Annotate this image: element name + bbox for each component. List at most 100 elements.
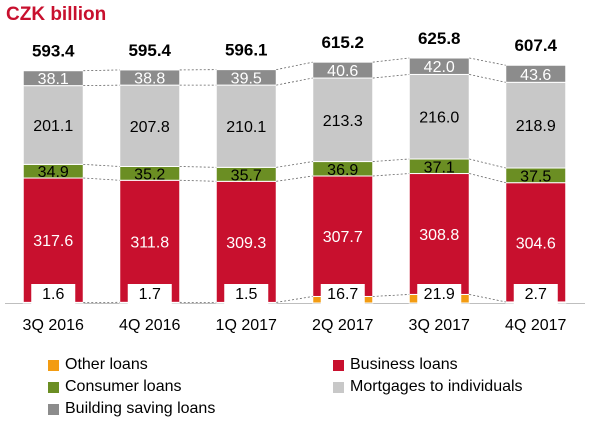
connector-line (276, 161, 313, 168)
connector-line (469, 294, 506, 303)
bar-segment (312, 61, 374, 79)
legend-label: Mortgages to individuals (350, 378, 523, 395)
legend-swatch (48, 359, 59, 371)
connector-line (469, 57, 506, 66)
bar-segment (408, 57, 470, 75)
connector-line (276, 61, 313, 71)
legend-label: Consumer loans (65, 378, 182, 395)
legend-item: Business loans (333, 356, 458, 374)
data-label: 39.5 (231, 70, 262, 87)
label-box (31, 284, 76, 304)
connector-line (469, 158, 506, 169)
label-box (320, 284, 365, 304)
data-label: 1.6 (42, 286, 64, 303)
bar-segment (505, 182, 567, 303)
legend-swatch (333, 359, 344, 371)
connector-line (83, 163, 120, 167)
data-label: 201.1 (33, 118, 73, 135)
data-label: 38.1 (38, 71, 69, 88)
category-tick-label: 4Q 2016 (119, 317, 180, 334)
bar-segment (312, 175, 374, 297)
bar-segment (215, 84, 277, 168)
data-label: 43.6 (520, 67, 551, 84)
data-label: 34.9 (38, 164, 69, 181)
data-label: 37.1 (424, 159, 455, 176)
category-tick-label: 1Q 2017 (216, 317, 277, 334)
connector-line (276, 175, 313, 182)
category-tick-label: 3Q 2017 (409, 317, 470, 334)
legend-swatch (48, 381, 59, 393)
legend-label: Building saving loans (65, 400, 216, 417)
connector-line (372, 294, 410, 297)
legend-label: Business loans (350, 356, 458, 373)
data-label: 35.2 (134, 166, 165, 183)
data-label: 42.0 (424, 59, 455, 76)
label-box (513, 284, 558, 304)
bar-segment (119, 84, 181, 167)
data-label: 35.7 (231, 167, 262, 184)
connector-line (276, 77, 313, 86)
category-tick-label: 2Q 2017 (312, 317, 373, 334)
unit-title: CZK billion (6, 4, 107, 25)
bar-segment (22, 177, 84, 303)
bar-segment (312, 77, 374, 163)
data-label: 1.7 (139, 286, 161, 303)
data-label: 37.5 (520, 168, 551, 185)
connector-line (179, 179, 217, 182)
category-tick-label: 4Q 2017 (505, 317, 566, 334)
total-label: 595.4 (128, 41, 171, 60)
total-label: 615.2 (321, 33, 364, 52)
legend-label: Other loans (65, 356, 148, 373)
bar-segment (22, 70, 84, 87)
category-tick-label: 3Q 2016 (23, 317, 84, 334)
connector-line (469, 74, 506, 83)
bar-segment (505, 81, 567, 169)
data-label: 2.7 (525, 286, 547, 303)
total-label: 625.8 (418, 29, 461, 48)
connector-line (372, 74, 410, 79)
data-label: 36.9 (327, 162, 358, 179)
data-label: 309.3 (226, 235, 266, 252)
label-box (417, 284, 462, 304)
label-box (127, 284, 172, 304)
total-label: 596.1 (225, 41, 268, 60)
chart-legend: Other loans Business loans Consumer loans M… (0, 350, 590, 428)
connector-line (83, 69, 120, 72)
bar-segment (408, 73, 470, 160)
connector-line (276, 296, 313, 303)
data-label: 38.8 (134, 71, 165, 88)
connector-line (83, 84, 120, 87)
bar-segment (408, 173, 470, 295)
connector-line (372, 57, 410, 63)
data-label: 317.6 (33, 233, 73, 250)
connector-line (372, 158, 410, 162)
data-label: 21.9 (424, 286, 455, 303)
data-label: 40.6 (327, 63, 358, 80)
bar-segment (22, 85, 84, 165)
data-label: 216.0 (419, 110, 459, 127)
total-label: 607.4 (514, 36, 557, 55)
data-label: 16.7 (327, 286, 358, 303)
legend-item: Building saving loans (48, 400, 215, 418)
data-label: 307.7 (323, 229, 363, 246)
legend-swatch (333, 381, 344, 393)
connector-line (83, 177, 120, 181)
legend-item: Consumer loans (48, 378, 182, 396)
data-label: 1.5 (235, 286, 257, 303)
data-label: 207.8 (130, 119, 170, 136)
bar-segment (215, 69, 277, 86)
data-label: 213.3 (323, 113, 363, 130)
bar-segment (505, 64, 567, 83)
total-label: 593.4 (32, 42, 75, 61)
connector-line (372, 173, 410, 177)
data-label: 210.1 (226, 119, 266, 136)
data-label: 311.8 (130, 234, 169, 251)
data-label: 218.9 (516, 118, 556, 135)
connector-line (469, 173, 506, 184)
data-label: 308.8 (419, 227, 459, 244)
legend-item: Mortgages to individuals (333, 378, 523, 396)
legend-swatch (48, 403, 59, 415)
stacked-bar-chart: 1.6 317.6 34.9 201.1 38.1 593.4 3Q 2016 1.7 311.… (5, 29, 585, 334)
data-label: 304.6 (516, 235, 556, 252)
connector-line (179, 166, 217, 168)
